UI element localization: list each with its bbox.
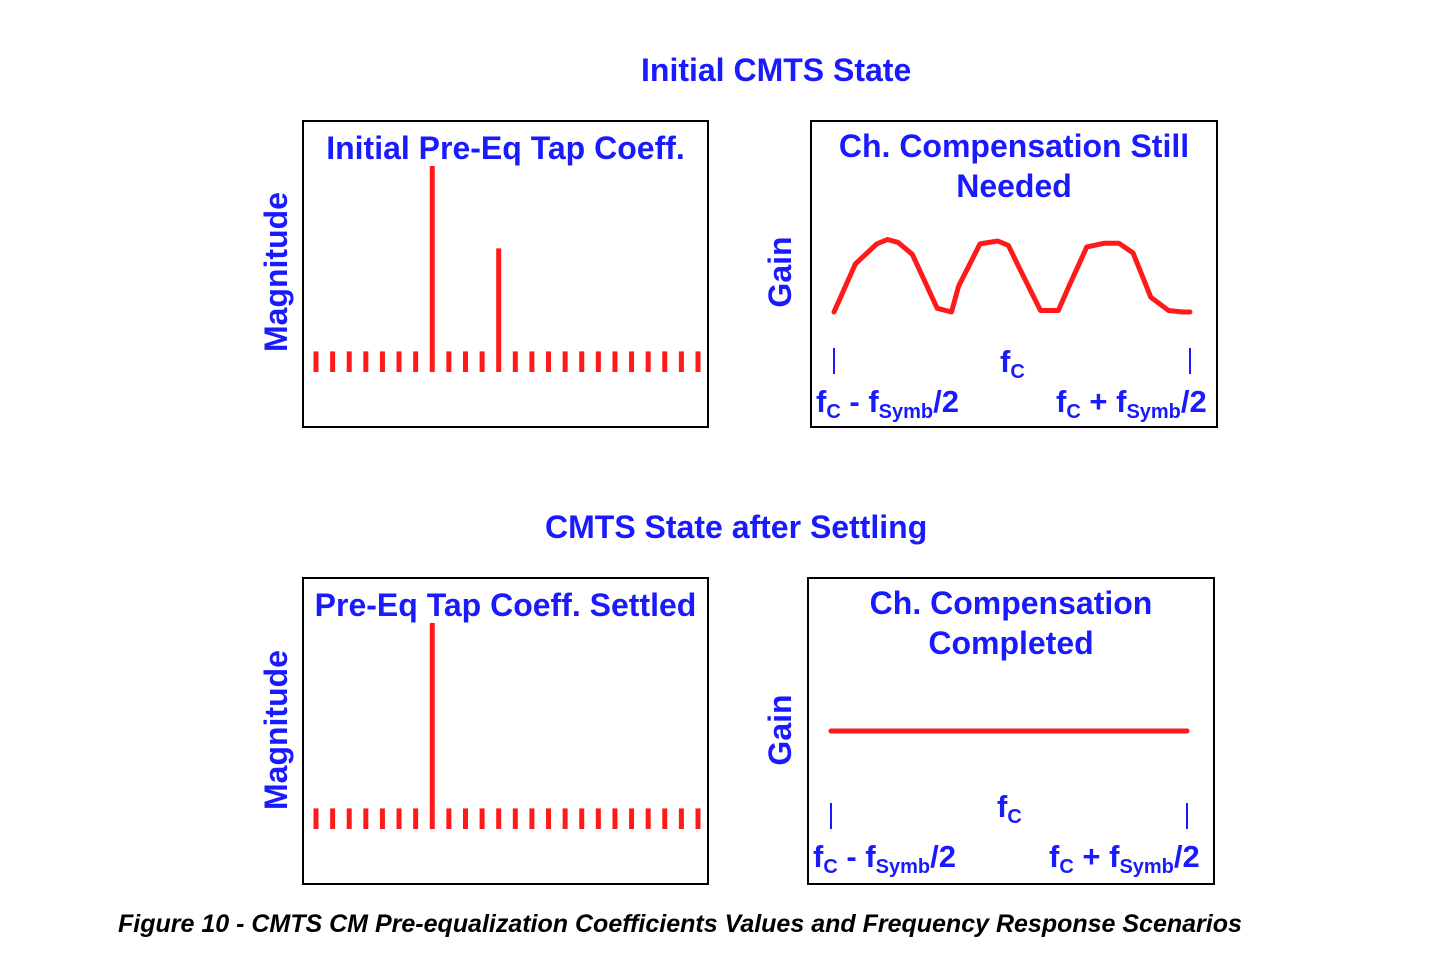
top-right-lower-band-edge-label: fC - fSymb/2 xyxy=(816,384,959,423)
top-right-response-plot xyxy=(831,237,1193,374)
bottom-right-panel-title-line1: Ch. Compensation xyxy=(869,585,1153,621)
top-right-panel-title-line1: Ch. Compensation Still xyxy=(838,128,1190,164)
bottom-right-response-panel: Ch. Compensation Completed fC fC - fSymb… xyxy=(807,577,1215,885)
bottom-left-panel-title: Pre-Eq Tap Coeff. Settled xyxy=(314,587,697,623)
bottom-section-title: CMTS State after Settling xyxy=(545,509,928,545)
figure-caption: Figure 10 - CMTS CM Pre-equalization Coe… xyxy=(118,910,1242,938)
top-right-response-panel: Ch. Compensation Still Needed fC fC - fS… xyxy=(810,120,1218,428)
bottom-left-tap-panel: Pre-Eq Tap Coeff. Settled xyxy=(302,577,709,885)
top-left-tap-panel: Initial Pre-Eq Tap Coeff. xyxy=(302,120,709,428)
bottom-right-lower-band-edge-label: fC - fSymb/2 xyxy=(813,839,956,878)
bottom-left-tap-plot xyxy=(313,623,701,829)
top-left-y-axis-label: Magnitude xyxy=(258,192,294,352)
top-right-upper-band-edge-label: fC + fSymb/2 xyxy=(1056,384,1207,423)
top-right-center-freq-label: fC xyxy=(1000,344,1025,383)
top-gain-curve xyxy=(831,237,1193,315)
top-right-panel-title-line2: Needed xyxy=(956,168,1072,204)
top-section-title: Initial CMTS State xyxy=(641,52,912,88)
bottom-right-center-freq-label: fC xyxy=(997,789,1022,828)
top-left-panel-title: Initial Pre-Eq Tap Coeff. xyxy=(326,130,685,166)
bottom-right-upper-band-edge-label: fC + fSymb/2 xyxy=(1049,839,1200,878)
bottom-left-y-axis-label: Magnitude xyxy=(258,650,294,810)
bottom-right-panel-title-line2: Completed xyxy=(928,625,1094,661)
bottom-right-response-plot xyxy=(828,728,1190,829)
bottom-right-y-axis-label: Gain xyxy=(762,694,798,766)
top-right-y-axis-label: Gain xyxy=(762,236,798,308)
top-left-tap-plot xyxy=(313,166,701,372)
